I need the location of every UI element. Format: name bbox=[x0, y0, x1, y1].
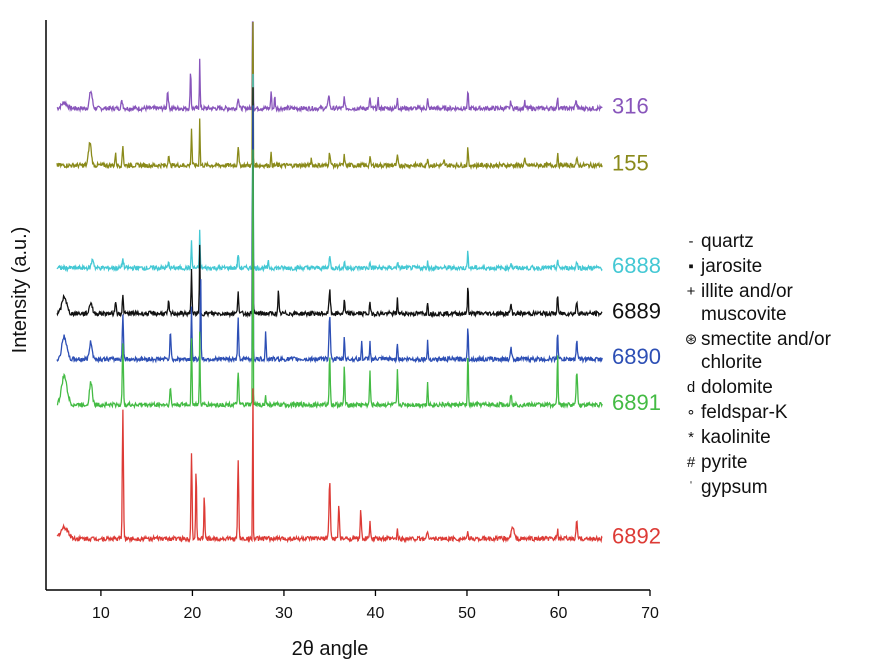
legend-label: feldspar-K bbox=[701, 402, 788, 423]
legend-symbol: * bbox=[688, 429, 694, 446]
legend-symbol: ∘ bbox=[686, 404, 696, 421]
series-line-155 bbox=[56, 21, 603, 170]
legend-label: jarosite bbox=[701, 256, 763, 277]
series-line-6890 bbox=[56, 105, 603, 364]
sample-labels: 316 155 6888 6889 6890 6891 6892 bbox=[612, 93, 661, 548]
legend-label: quartz bbox=[701, 231, 754, 252]
legend-symbol: # bbox=[686, 454, 696, 471]
legend-label: gypsum bbox=[701, 477, 768, 498]
legend-label: pyrite bbox=[701, 452, 748, 473]
legend-symbol: - bbox=[688, 233, 694, 250]
series-line-6892 bbox=[56, 388, 603, 544]
x-tick-label: 70 bbox=[641, 605, 659, 622]
series-label-155: 155 bbox=[612, 150, 649, 175]
legend-symbol: + bbox=[686, 283, 696, 300]
series-label-6888: 6888 bbox=[612, 253, 661, 278]
plot-traces bbox=[56, 21, 603, 544]
x-ticks: 10 20 30 40 50 60 70 bbox=[92, 590, 659, 622]
legend-symbol: ˈ bbox=[688, 479, 694, 496]
series-label-6890: 6890 bbox=[612, 344, 661, 369]
legend-item-gypsum: ˈ gypsum bbox=[681, 476, 873, 499]
series-label-6892: 6892 bbox=[612, 524, 661, 549]
legend-symbol: ▪ bbox=[688, 258, 694, 275]
legend-item-jarosite: ▪ jarosite bbox=[681, 255, 873, 278]
legend-label: smectite and/or chlorite bbox=[701, 329, 831, 373]
x-tick-label: 40 bbox=[367, 605, 385, 622]
x-axis-label: 2θ angle bbox=[292, 638, 369, 660]
series-line-6891 bbox=[56, 149, 603, 410]
legend-symbol: ⊛ bbox=[684, 331, 698, 348]
legend-item-smectite: ⊛ smectite and/or chlorite bbox=[681, 328, 873, 374]
phase-legend: - quartz ▪ jarosite + illite and/or musc… bbox=[681, 230, 873, 501]
series-line-6888 bbox=[56, 73, 603, 273]
series-label-6891: 6891 bbox=[612, 390, 661, 415]
legend-item-pyrite: # pyrite bbox=[681, 451, 873, 474]
legend-item-quartz: - quartz bbox=[681, 230, 873, 253]
legend-label: kaolinite bbox=[701, 427, 771, 448]
legend-item-feldspar: ∘ feldspar-K bbox=[681, 401, 873, 424]
x-tick-label: 50 bbox=[458, 605, 476, 622]
legend-item-dolomite: d dolomite bbox=[681, 376, 873, 399]
y-axis-label: Intensity (a.u.) bbox=[9, 227, 31, 354]
x-tick-label: 60 bbox=[550, 605, 568, 622]
legend-label: dolomite bbox=[701, 377, 773, 398]
x-tick-label: 20 bbox=[184, 605, 202, 622]
legend-item-illite: + illite and/or muscovite bbox=[681, 280, 873, 326]
series-line-6889 bbox=[56, 87, 603, 319]
legend-item-kaolinite: * kaolinite bbox=[681, 426, 873, 449]
legend-symbol: d bbox=[686, 379, 696, 396]
series-line-316 bbox=[56, 21, 603, 114]
x-tick-label: 10 bbox=[92, 605, 110, 622]
series-label-316: 316 bbox=[612, 93, 649, 118]
series-label-6889: 6889 bbox=[612, 299, 661, 324]
x-tick-label: 30 bbox=[275, 605, 293, 622]
legend-label: illite and/or muscovite bbox=[701, 281, 793, 325]
